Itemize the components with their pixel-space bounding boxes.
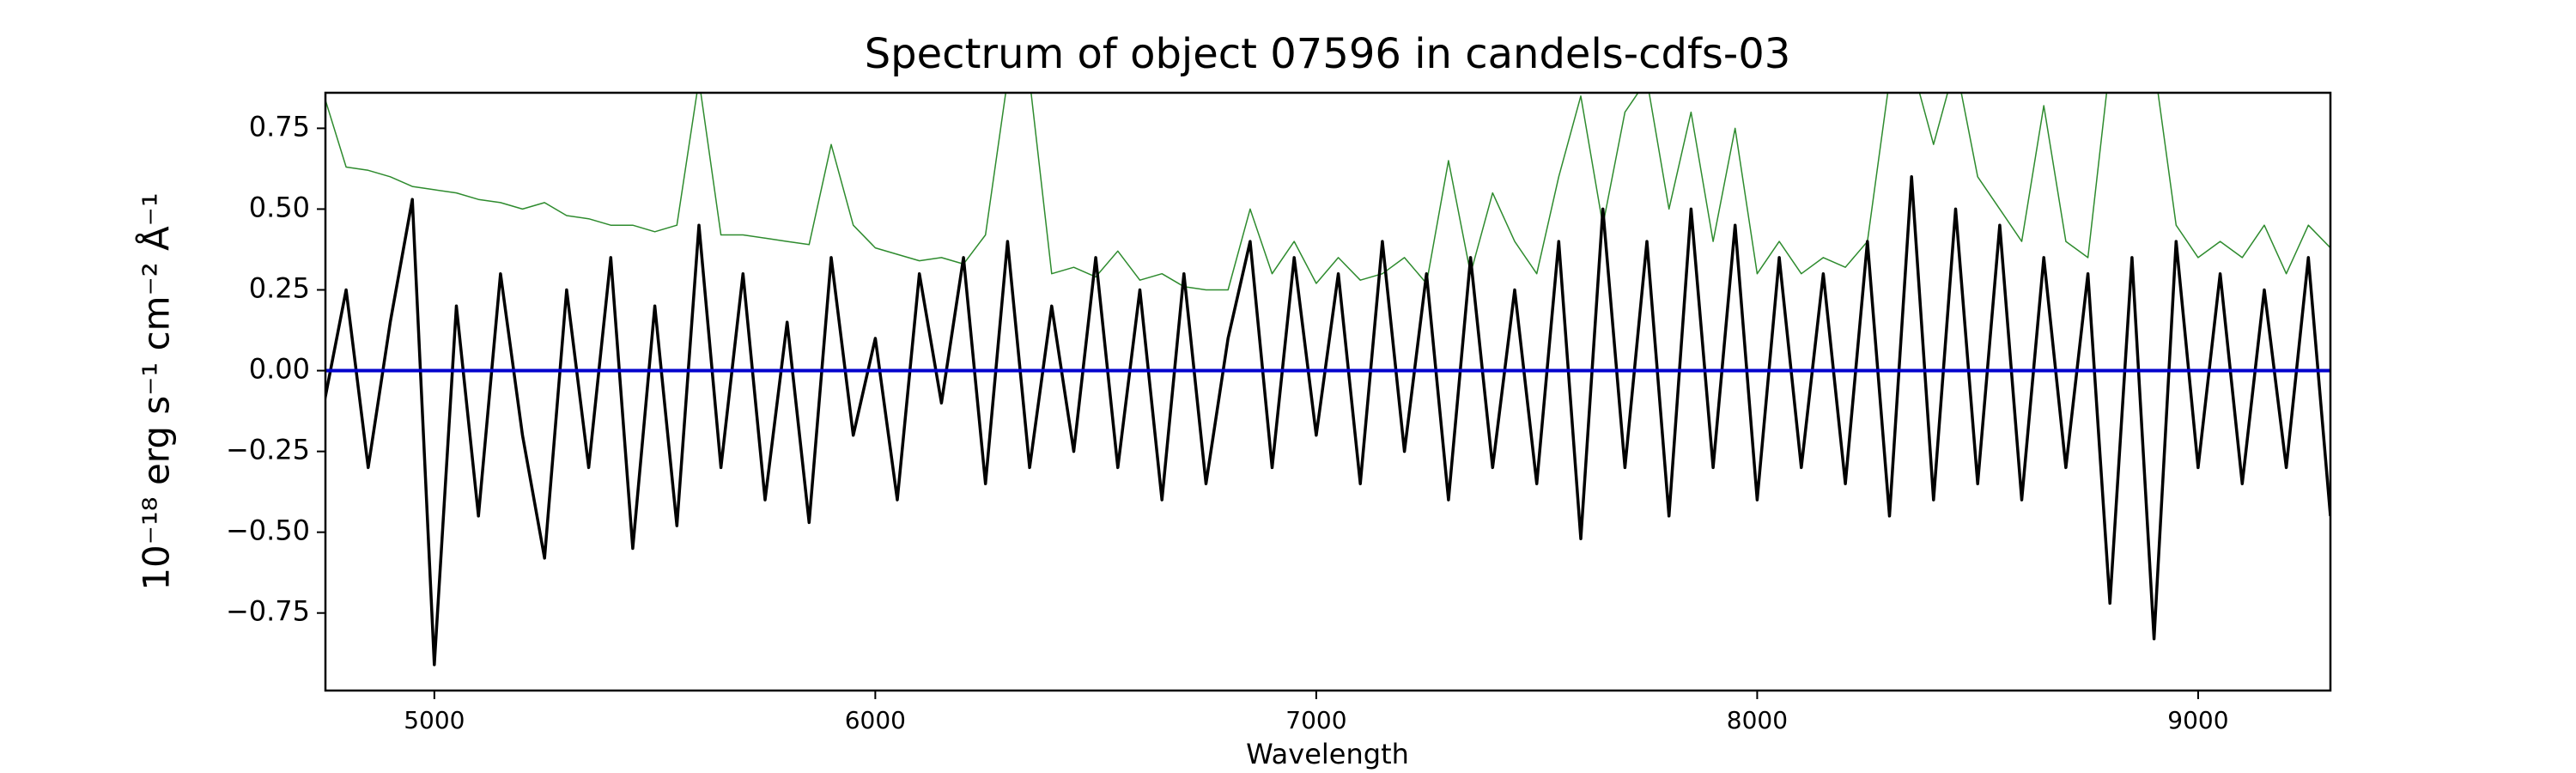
- x-tick-label: 6000: [845, 706, 906, 734]
- y-tick-label: 0.00: [249, 353, 310, 386]
- plot-lines: [325, 93, 2330, 666]
- y-tick-label: −0.25: [226, 434, 310, 466]
- chart-title: Spectrum of object 07596 in candels-cdfs…: [865, 30, 1791, 78]
- plot-frame: [324, 91, 2332, 692]
- x-tick-label: 7000: [1285, 706, 1346, 734]
- series-line: [325, 93, 2330, 291]
- x-tick-label: 9000: [2167, 706, 2228, 734]
- y-tick-label: 0.50: [249, 191, 310, 223]
- y-tick-label: 0.25: [249, 271, 310, 304]
- y-tick-label: −0.50: [226, 514, 310, 547]
- y-axis-label: 10⁻¹⁸ erg s⁻¹ cm⁻² Å⁻¹: [135, 192, 178, 590]
- series-line: [325, 175, 2330, 666]
- y-tick-label: −0.75: [226, 595, 310, 628]
- x-tick-label: 8000: [1727, 706, 1788, 734]
- x-axis-label: Wavelength: [1246, 738, 1409, 770]
- y-tick-label: 0.75: [249, 110, 310, 143]
- x-tick-label: 5000: [404, 706, 465, 734]
